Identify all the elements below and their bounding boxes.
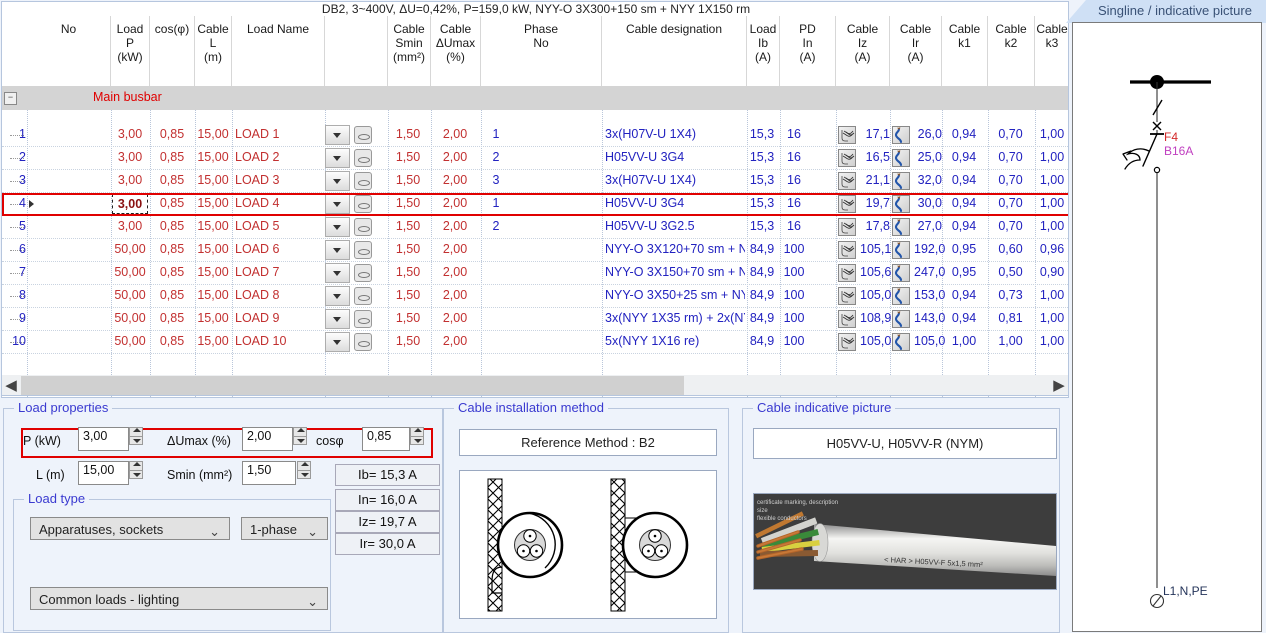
svg-text:certificate marking, descripti: certificate marking, description bbox=[757, 500, 838, 506]
svg-text:flexible conductors: flexible conductors bbox=[757, 516, 807, 522]
svg-text:L1,N,PE: L1,N,PE bbox=[1163, 584, 1208, 598]
svg-text:B16A: B16A bbox=[1164, 144, 1193, 158]
svg-text:F4: F4 bbox=[1164, 130, 1178, 144]
svg-text:size: size bbox=[757, 508, 768, 514]
